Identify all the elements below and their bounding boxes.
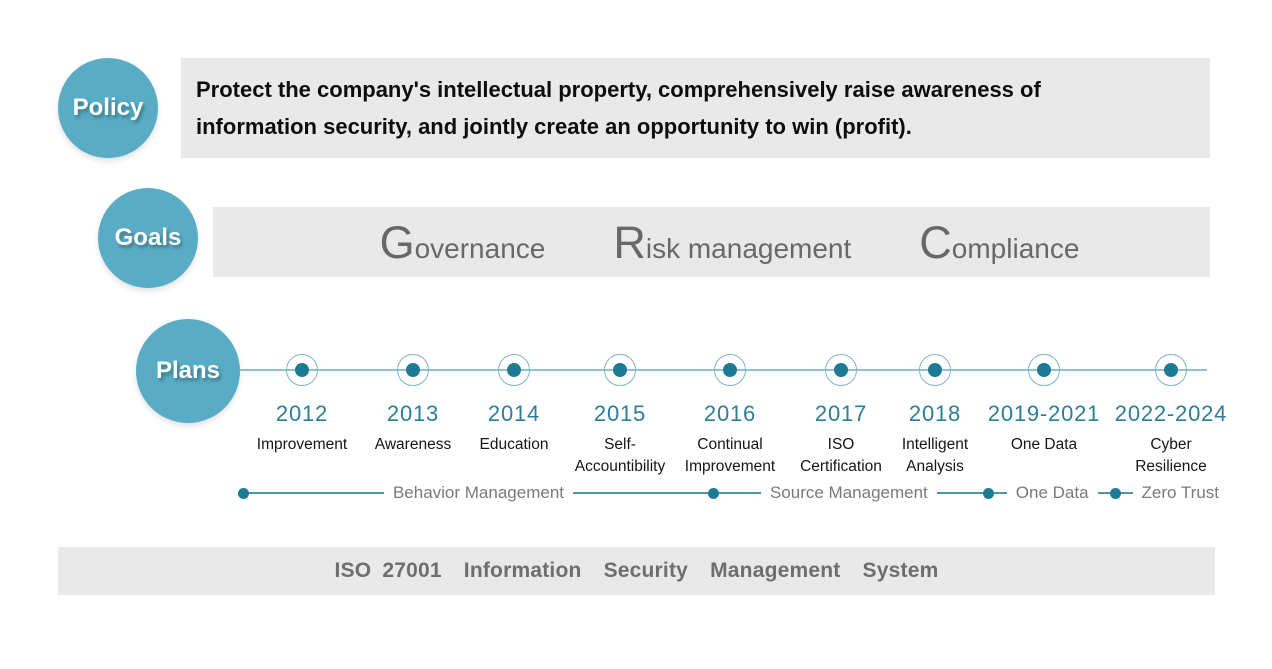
goal-risk-initial: R — [613, 216, 646, 268]
goal-risk-management: Risk management — [613, 220, 851, 265]
milestone-label: Intelligent Analysis — [901, 436, 969, 475]
goals-bar: Governance Risk management Compliance — [213, 207, 1210, 277]
timeline-node-icon — [397, 354, 429, 386]
plans-circle: Plans — [136, 319, 240, 423]
policy-bar: Protect the company's intellectual prope… — [181, 58, 1210, 158]
milestone-2017: 2017 ISO Certification — [781, 354, 901, 478]
phase-label-source-management: Source Management — [769, 483, 928, 502]
milestone-year: 2018 — [908, 401, 962, 426]
goals-circle: Goals — [98, 188, 198, 288]
phase-line — [249, 492, 384, 494]
milestone-label: Continual Improvement — [684, 436, 776, 475]
goal-governance-initial: G — [379, 216, 415, 268]
iso-title: ISO 27001 Information Security Managemen… — [334, 559, 939, 582]
milestone-year: 2014 — [487, 401, 541, 426]
phase-row: Behavior Management Source Management On… — [238, 483, 1228, 503]
timeline-node-icon — [1155, 354, 1187, 386]
milestone-2013: 2013 Awareness — [353, 354, 473, 456]
policy-statement-line1: Protect the company's intellectual prope… — [196, 77, 1041, 102]
phase-line — [1120, 492, 1133, 494]
timeline-node-icon — [1028, 354, 1060, 386]
phase-line — [573, 492, 708, 494]
phase-dot-icon — [707, 487, 719, 499]
milestone-2018: 2018 Intelligent Analysis — [875, 354, 995, 478]
milestone-label: Self-Accountibility — [574, 436, 666, 475]
timeline-node-icon — [286, 354, 318, 386]
policy-circle-label: Policy — [72, 94, 144, 121]
milestone-year: 2012 — [275, 401, 329, 426]
goal-governance: Governance — [380, 220, 546, 265]
plans-circle-label: Plans — [155, 357, 221, 384]
timeline-node-icon — [919, 354, 951, 386]
milestone-2022-2024: 2022-2024 Cyber Resilience — [1111, 354, 1231, 478]
milestone-2019-2021: 2019-2021 One Data — [984, 354, 1104, 456]
milestone-year: 2017 — [814, 401, 868, 426]
phase-line — [718, 492, 761, 494]
phase-line — [993, 492, 1007, 494]
timeline-node-icon — [714, 354, 746, 386]
goal-compliance-rest: ompliance — [951, 232, 1080, 264]
phase-label-one-data: One Data — [1015, 483, 1089, 502]
policy-statement: Protect the company's intellectual prope… — [196, 71, 1198, 145]
phase-line — [936, 492, 983, 494]
goal-governance-rest: overnance — [414, 232, 546, 264]
milestone-year: 2019-2021 — [987, 401, 1101, 426]
timeline-node-icon — [498, 354, 530, 386]
phase-label-behavior-management: Behavior Management — [392, 483, 564, 502]
milestone-2012: 2012 Improvement — [242, 354, 362, 456]
milestone-year: 2015 — [593, 401, 647, 426]
footer-bar: ISO 27001 Information Security Managemen… — [58, 547, 1215, 595]
milestone-year: 2013 — [386, 401, 440, 426]
phase-line — [1097, 492, 1110, 494]
milestone-2016: 2016 Continual Improvement — [670, 354, 790, 478]
milestone-year: 2016 — [703, 401, 757, 426]
policy-circle: Policy — [58, 58, 158, 158]
milestone-label: Education — [479, 436, 549, 453]
policy-statement-line2: information security, and jointly create… — [196, 114, 912, 139]
goals-circle-label: Goals — [114, 224, 182, 251]
phase-dot-icon — [238, 487, 249, 499]
phase-dot-icon — [982, 487, 994, 499]
goal-compliance-initial: C — [919, 216, 952, 268]
milestone-label: Awareness — [374, 436, 452, 453]
goal-risk-rest: isk management — [645, 232, 852, 264]
milestone-label: Improvement — [256, 436, 348, 453]
timeline-node-icon — [825, 354, 857, 386]
phase-dot-icon — [1109, 487, 1121, 499]
timeline-node-icon — [604, 354, 636, 386]
milestone-year: 2022-2024 — [1114, 401, 1228, 426]
phase-label-zero-trust: Zero Trust — [1141, 483, 1220, 502]
milestone-2014: 2014 Education — [454, 354, 574, 456]
milestone-2015: 2015 Self-Accountibility — [560, 354, 680, 478]
milestone-label: ISO Certification — [800, 436, 882, 475]
goal-compliance: Compliance — [919, 220, 1079, 265]
milestone-label: One Data — [1010, 436, 1078, 453]
milestone-label: Cyber Resilience — [1135, 436, 1207, 475]
